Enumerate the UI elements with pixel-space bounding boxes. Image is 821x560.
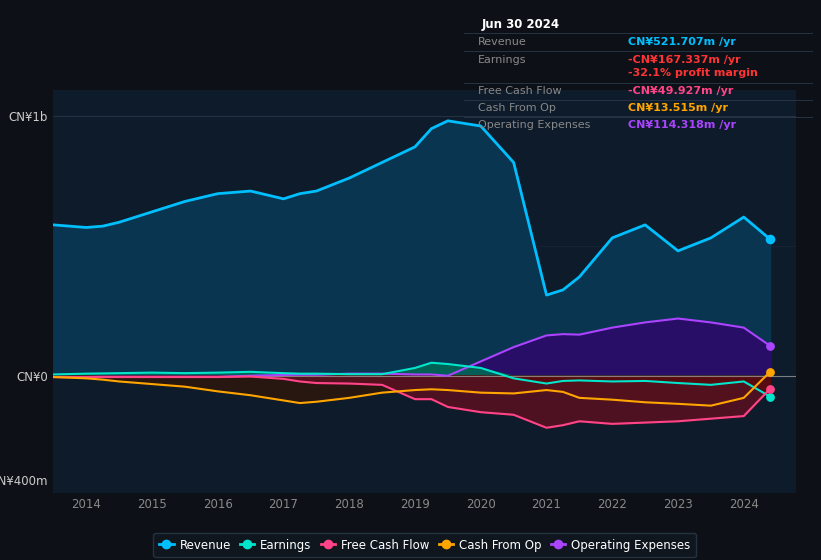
Text: CN¥521.707m /yr: CN¥521.707m /yr	[628, 37, 736, 47]
Text: Earnings: Earnings	[478, 55, 526, 65]
Point	[764, 367, 777, 376]
Text: Cash From Op: Cash From Op	[478, 103, 556, 113]
Legend: Revenue, Earnings, Free Cash Flow, Cash From Op, Operating Expenses: Revenue, Earnings, Free Cash Flow, Cash …	[154, 533, 696, 557]
Point	[764, 342, 777, 351]
Point	[764, 384, 777, 393]
Text: -CN¥167.337m /yr: -CN¥167.337m /yr	[628, 55, 741, 65]
Text: CN¥13.515m /yr: CN¥13.515m /yr	[628, 103, 728, 113]
Text: Operating Expenses: Operating Expenses	[478, 120, 590, 130]
Text: CN¥114.318m /yr: CN¥114.318m /yr	[628, 120, 736, 130]
Text: Revenue: Revenue	[478, 37, 526, 47]
Text: Free Cash Flow: Free Cash Flow	[478, 86, 562, 96]
Point	[764, 392, 777, 401]
Text: Jun 30 2024: Jun 30 2024	[481, 18, 559, 31]
Text: -CN¥49.927m /yr: -CN¥49.927m /yr	[628, 86, 733, 96]
Text: -32.1% profit margin: -32.1% profit margin	[628, 68, 758, 78]
Point	[764, 235, 777, 244]
